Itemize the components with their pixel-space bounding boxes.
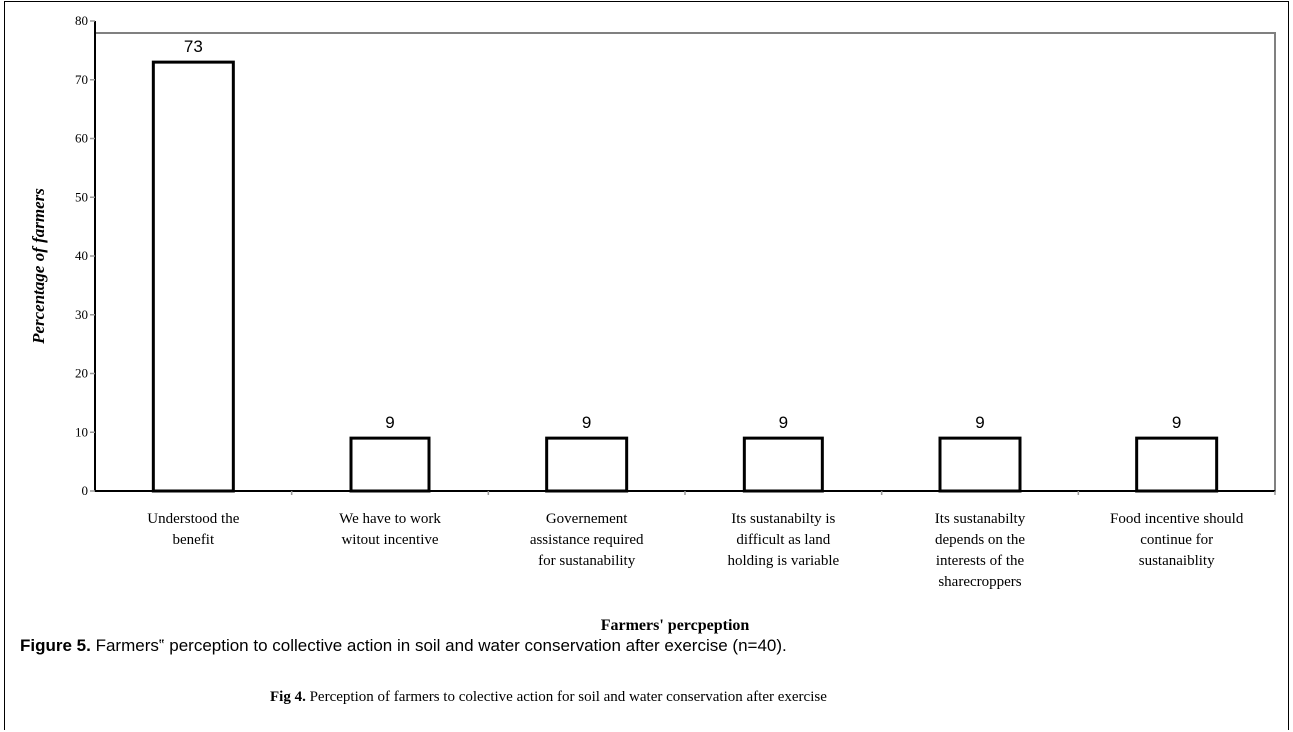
bar [545, 436, 629, 493]
bar [1135, 436, 1219, 493]
bar-data-label: 9 [975, 413, 984, 432]
fig-4-label: Fig 4. [270, 689, 306, 705]
category-label: We have to work witout incentive [339, 511, 441, 548]
category-label: Understood the benefit [147, 511, 239, 548]
category-label: Governement assistance required for sustan… [530, 511, 644, 569]
bar-data-label: 9 [1172, 413, 1181, 432]
bar-data-label: 73 [184, 37, 203, 56]
y-tick-label: 60 [75, 131, 88, 146]
y-tick-label: 10 [75, 424, 88, 439]
bar-data-label: 9 [779, 413, 788, 432]
plot-border [94, 32, 1276, 492]
y-tick-label: 80 [75, 13, 88, 28]
y-tick-label: 70 [75, 72, 88, 87]
fig-4-text: Perception of farmers to colective actio… [305, 689, 827, 705]
bar [349, 436, 431, 493]
bar [151, 60, 235, 493]
bar-data-label: 9 [385, 413, 394, 432]
x-axis-title: Farmers' percpeption [601, 617, 750, 634]
fig-4-caption: Fig 4. Perception of farmers to colectiv… [270, 689, 827, 706]
bar [742, 436, 824, 493]
bar [938, 436, 1022, 493]
y-tick-label: 20 [75, 366, 88, 381]
bar-chart: 0 10 20 30 40 50 60 70 80 Percentage of farmers 73… [29, 13, 1276, 634]
y-tick-label: 50 [75, 189, 88, 204]
figure-5-text: Farmers‟ perception to collective action… [90, 636, 787, 655]
y-tick-label: 0 [82, 483, 89, 498]
figure-frame [4, 1, 1289, 730]
category-label: Food incentive should continue for sustana… [1110, 511, 1244, 569]
y-axis-title: Percentage of farmers [29, 188, 48, 345]
figure-5-caption: Figure 5. Farmers‟ perception to collect… [20, 636, 787, 656]
y-tick-label: 30 [75, 307, 88, 322]
figure-5-label: Figure 5. [20, 636, 91, 655]
bar-data-label: 9 [582, 413, 591, 432]
y-tick-label: 40 [75, 248, 88, 263]
category-label: Its sustanabilty is difficult as land hold… [728, 511, 840, 569]
category-label: Its sustanabilty depends on the interests … [935, 511, 1026, 590]
